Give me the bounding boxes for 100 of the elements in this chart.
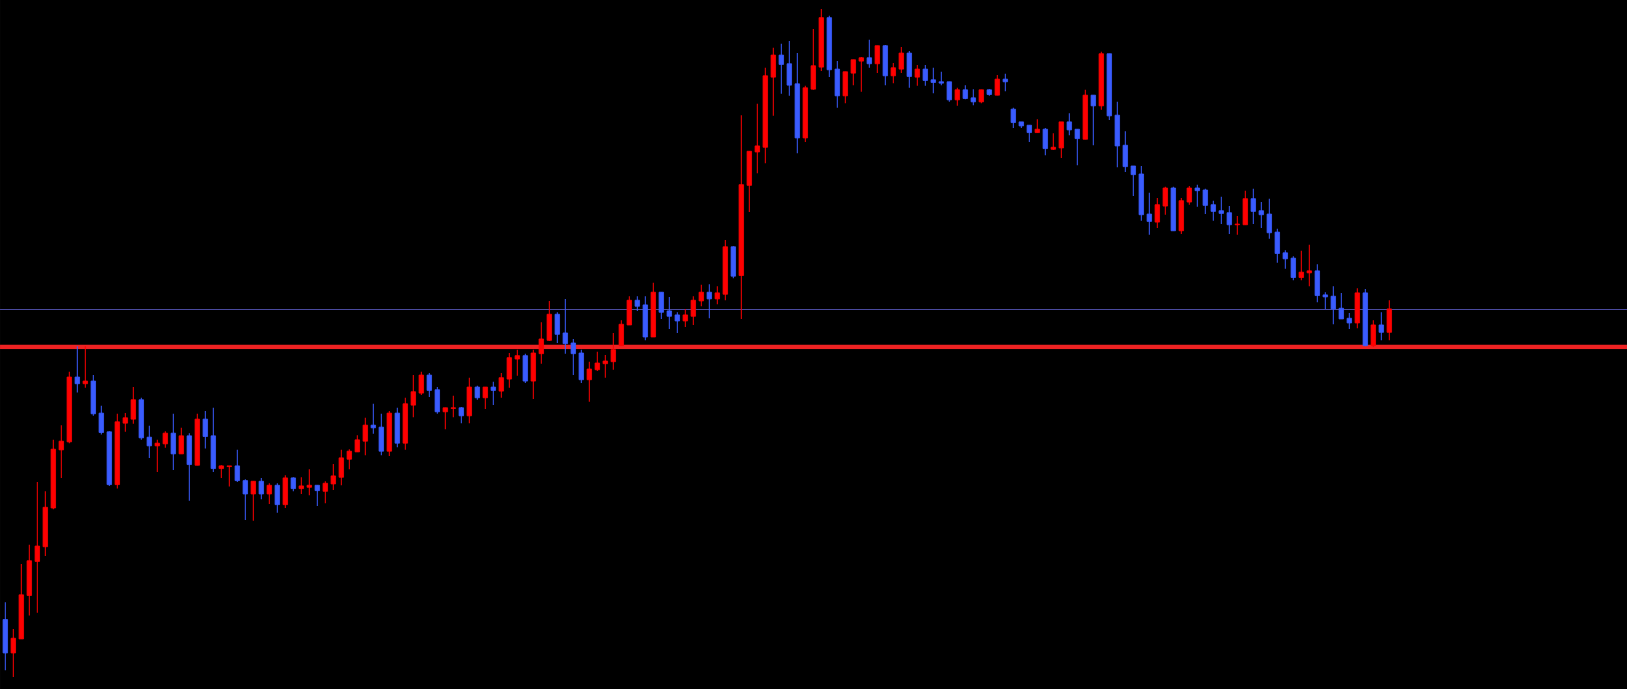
candlestick (266, 482, 272, 505)
candlestick (714, 285, 720, 305)
candlestick (1258, 201, 1264, 229)
candlestick (10, 628, 16, 678)
candlestick (202, 410, 208, 450)
candlestick (890, 62, 896, 84)
candlestick (1370, 319, 1376, 348)
candlestick (946, 81, 952, 103)
candlestick (1042, 127, 1048, 156)
candlestick (1274, 228, 1280, 264)
candlestick (954, 87, 960, 107)
candlestick (1130, 165, 1136, 197)
candlestick (1146, 192, 1152, 236)
candlestick (498, 372, 504, 399)
candlestick (34, 481, 40, 614)
candlestick (706, 283, 712, 319)
candlestick (1186, 185, 1192, 206)
candlestick (618, 319, 624, 347)
candlestick (906, 50, 912, 89)
candlestick (514, 349, 520, 377)
candlestick (130, 386, 136, 425)
candlestick (426, 372, 432, 398)
candlestick (322, 480, 328, 504)
candlestick (178, 427, 184, 455)
candlestick (1226, 205, 1232, 235)
candlestick (690, 295, 696, 326)
candlestick (1250, 188, 1256, 225)
candlestick (778, 43, 784, 95)
candlestick (306, 468, 312, 496)
candlestick (442, 407, 448, 430)
candlestick (418, 371, 424, 396)
candlestick (1194, 184, 1200, 208)
candlestick (314, 484, 320, 507)
candlestick (410, 374, 416, 418)
candlestick (234, 449, 240, 483)
candlestick (994, 74, 1000, 96)
candlestick (482, 386, 488, 410)
candlestick (874, 45, 880, 74)
candlestick (1202, 188, 1208, 215)
candlestick (666, 296, 672, 330)
candlestick (1162, 186, 1168, 216)
candlestick (338, 449, 344, 486)
candlestick (1290, 255, 1296, 281)
candlestick (866, 39, 872, 69)
candlestick (858, 56, 864, 93)
candlestick (698, 284, 704, 307)
candlestick (362, 417, 368, 456)
candlestick (898, 46, 904, 74)
candlestick (810, 28, 816, 91)
candlestick (1282, 249, 1288, 270)
candlestick (1066, 112, 1072, 136)
candlestick (122, 412, 128, 433)
candlestick (1218, 196, 1224, 225)
candlestick (570, 338, 576, 376)
candlestick (586, 361, 592, 403)
candlestick (1306, 244, 1312, 287)
candlestick (602, 354, 608, 379)
candlestick (58, 424, 64, 479)
candlestick (1298, 250, 1304, 281)
candlestick (1010, 107, 1016, 129)
candlestick (658, 291, 664, 320)
candlestick (1330, 285, 1336, 325)
candlestick (170, 413, 176, 471)
candlestick (1338, 292, 1344, 320)
candlestick (98, 405, 104, 435)
candlestick (1210, 200, 1216, 222)
candlestick (274, 482, 280, 514)
candlestick (506, 352, 512, 389)
candlestick (154, 439, 160, 473)
candlestick (674, 311, 680, 334)
candlestick (914, 64, 920, 87)
candlestick (242, 478, 248, 521)
candlestick (1234, 215, 1240, 236)
candlestick (610, 332, 616, 371)
candlestick (330, 463, 336, 491)
candlestick (538, 321, 544, 365)
candlestick (1074, 128, 1080, 166)
candlestick (930, 67, 936, 94)
candlestick (682, 308, 688, 328)
candlestick (250, 480, 256, 522)
candlestick (434, 386, 440, 415)
candlestick (562, 298, 568, 355)
candlestick (754, 103, 760, 174)
candlestick (146, 425, 152, 459)
candlestick (226, 465, 232, 488)
candlestick (82, 345, 88, 389)
candlestick (1386, 299, 1392, 341)
candlestick (770, 47, 776, 117)
candlestick (74, 345, 80, 393)
candlestick (346, 448, 352, 470)
candlestick (1154, 197, 1160, 229)
candlestick (922, 64, 928, 87)
candlestick (490, 381, 496, 406)
candlestick (786, 40, 792, 97)
candlestick (1090, 94, 1096, 146)
candlestick (1378, 311, 1384, 341)
candlestick (450, 395, 456, 418)
candlestick (1266, 198, 1272, 240)
candlestick (1122, 130, 1128, 173)
candlestick (258, 477, 264, 500)
